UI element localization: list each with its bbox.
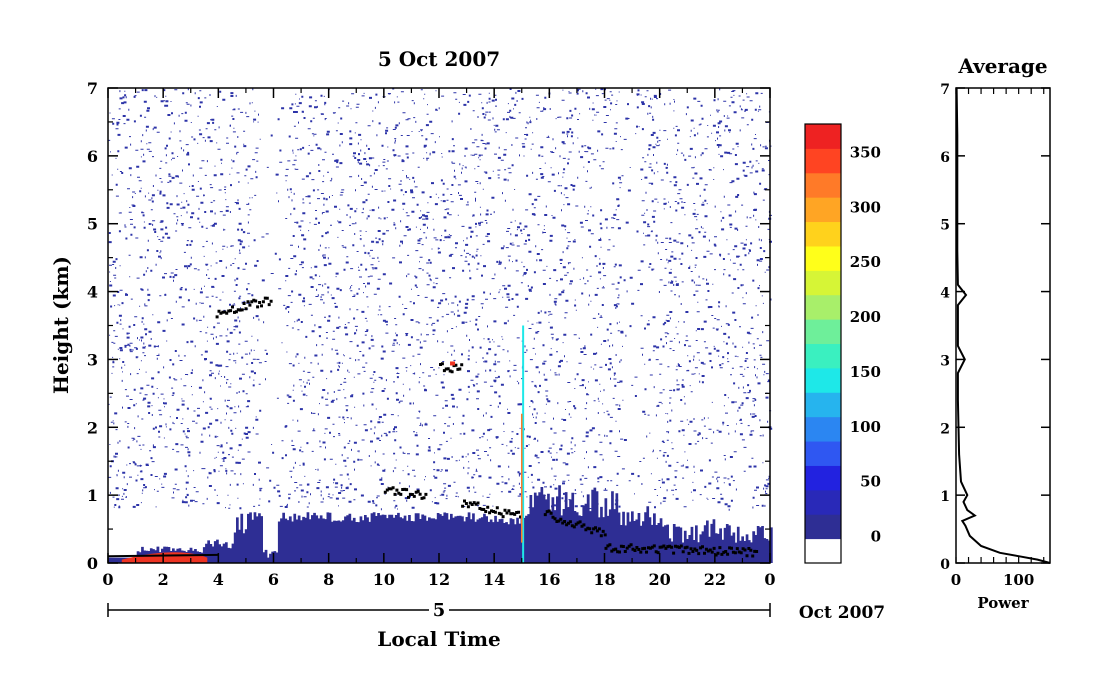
x-tick-label: 14 xyxy=(483,570,505,589)
colorbar-tick-label: 300 xyxy=(850,198,881,216)
colorbar-segment xyxy=(805,270,841,296)
colorbar-tick-label: 0 xyxy=(871,528,881,546)
cloud-layers xyxy=(215,296,759,563)
avg-y-tick-label: 6 xyxy=(940,150,950,166)
y-tick-label: 6 xyxy=(87,147,98,166)
avg-y-tick-label: 4 xyxy=(940,286,950,302)
y-tick-label: 5 xyxy=(87,215,98,234)
x-tick-label: 4 xyxy=(213,570,224,589)
main-title: 5 Oct 2007 xyxy=(378,47,500,71)
y-tick-label: 2 xyxy=(87,418,98,437)
avg-y-tick-label: 5 xyxy=(940,218,950,234)
x-tick-label: 6 xyxy=(268,570,279,589)
colorbar-segment xyxy=(805,148,841,174)
x-tick-label: 12 xyxy=(428,570,450,589)
colorbar-segment xyxy=(805,172,841,198)
y-tick-label: 0 xyxy=(87,554,98,573)
x-tick-label: 22 xyxy=(704,570,726,589)
colorbar-segment xyxy=(805,221,841,247)
elevated-layer-early xyxy=(215,296,273,319)
main-plot-background xyxy=(108,88,770,563)
average-title: Average xyxy=(957,54,1047,78)
surface-layer-fill xyxy=(108,485,773,563)
avg-y-tick-label: 2 xyxy=(940,421,950,437)
x-tick-label: 18 xyxy=(593,570,615,589)
colorbar-segment xyxy=(805,319,841,344)
average-x-axis-label: Power xyxy=(977,594,1029,612)
day-label: 5 xyxy=(433,600,446,621)
colorbar-segment xyxy=(805,343,841,369)
surface-layer xyxy=(107,485,773,563)
x-tick-label: 0 xyxy=(764,570,775,589)
colorbar-frame xyxy=(804,123,842,564)
average-profile-panel: 0 1 2 3 4 5 6 7 0 100 xyxy=(940,82,1051,589)
boundary-top-segment-3 xyxy=(543,509,607,538)
colorbar-segment xyxy=(805,514,841,540)
x-tick-label: 10 xyxy=(373,570,395,589)
colorbar-segment xyxy=(805,416,841,442)
main-x-axis-label: Local Time xyxy=(377,627,500,651)
main-x-ticks: 0 2 4 6 8 10 12 14 16 18 20 22 0 xyxy=(102,88,776,589)
main-y-ticks: 0 1 2 3 4 5 6 7 xyxy=(87,79,770,573)
x-tick-label: 8 xyxy=(323,570,334,589)
colorbar-tick-label: 250 xyxy=(850,253,881,271)
colorbar-segment xyxy=(805,197,841,223)
avg-x-tick-label: 100 xyxy=(1003,571,1034,589)
y-tick-label: 7 xyxy=(87,79,98,98)
x-tick-label: 20 xyxy=(649,570,671,589)
y-tick-label: 1 xyxy=(87,486,98,505)
x-tick-label: 0 xyxy=(102,570,113,589)
boundary-top-segment-1 xyxy=(383,486,428,500)
colorbar-segment xyxy=(805,294,841,320)
avg-y-tick-label: 3 xyxy=(940,353,950,369)
x-tick-label: 2 xyxy=(158,570,169,589)
y-tick-label: 3 xyxy=(87,350,98,369)
average-profile-line xyxy=(955,87,1051,564)
colorbar-tick-label: 100 xyxy=(850,418,881,436)
colorbar-segment xyxy=(805,392,841,418)
colorbar-segment xyxy=(805,538,841,564)
colorbar-tick-label: 150 xyxy=(850,363,881,381)
colorbar-tick-label: 200 xyxy=(850,308,881,326)
main-y-axis-label: Height (km) xyxy=(49,256,73,394)
colorbar-segment xyxy=(805,245,841,271)
colorbar-tick-label: 50 xyxy=(860,473,881,491)
avg-y-tick-label: 1 xyxy=(940,489,950,505)
avg-y-tick-label: 0 xyxy=(940,557,950,573)
y-tick-label: 4 xyxy=(87,283,98,302)
colorbar-tick-label: 350 xyxy=(850,143,881,161)
date-line: 5 Oct 2007 xyxy=(107,600,885,623)
colorbar-segment xyxy=(805,124,841,149)
average-ticks: 0 1 2 3 4 5 6 7 0 100 xyxy=(940,82,1050,589)
colorbar-segment xyxy=(805,465,841,491)
boundary-top-segment-4 xyxy=(604,543,759,558)
x-tick-label: 16 xyxy=(538,570,560,589)
elevated-layer-midday xyxy=(439,362,464,374)
avg-y-tick-label: 7 xyxy=(940,82,950,98)
colorbar-segment xyxy=(805,489,841,515)
avg-x-tick-label: 0 xyxy=(951,571,961,589)
elevated-layer-hotspot xyxy=(450,361,456,366)
colorbar-segment xyxy=(805,367,841,393)
colorbar: 0 50 100 150 200 250 300 350 xyxy=(804,123,881,564)
colorbar-segment xyxy=(805,441,841,466)
month-label: Oct 2007 xyxy=(799,603,885,623)
average-plot-frame xyxy=(955,87,1051,564)
boundary-top-segment-2 xyxy=(461,499,524,519)
date-label-backdrop xyxy=(429,601,449,619)
